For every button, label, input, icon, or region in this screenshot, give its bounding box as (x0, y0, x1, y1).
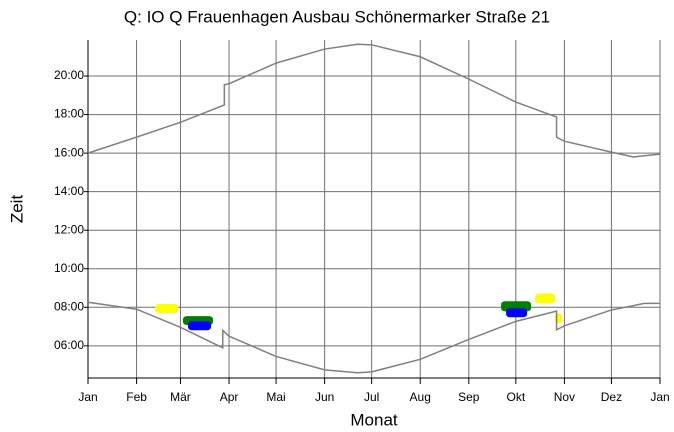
x-tick-label: Jan (650, 390, 669, 404)
y-tick-label: 16:00 (54, 145, 84, 159)
x-tick-label: Jul (364, 390, 379, 404)
x-tick-label: Mai (266, 390, 285, 404)
line (87, 301, 660, 374)
x-tick-label: Okt (506, 390, 525, 404)
x-axis-label: Monat (350, 410, 398, 429)
shadow-area (187, 321, 212, 331)
shadow-area (535, 293, 556, 304)
x-tick-label: Dez (601, 390, 622, 404)
x-tick-label: Jun (315, 390, 334, 404)
y-axis-label: Zeit (7, 195, 26, 224)
chart-title: Q: IO Q Frauenhagen Ausbau Schönermarker… (124, 7, 550, 26)
x-tick-label: Nov (554, 390, 575, 404)
x-tick-label: Apr (220, 390, 239, 404)
y-tick-label: 10:00 (54, 261, 84, 275)
y-tick-label: 20:00 (54, 68, 84, 82)
x-tick-label: Feb (126, 390, 147, 404)
y-tick-label: 08:00 (54, 299, 84, 313)
y-tick-label: 14:00 (54, 184, 84, 198)
shadow-area (155, 304, 178, 314)
x-tick-label: Sep (458, 390, 480, 404)
shadow-area (506, 308, 528, 318)
y-tick-label: 18:00 (54, 107, 84, 121)
x-tick-label: Jan (78, 390, 97, 404)
y-tick-label: 06:00 (54, 338, 84, 352)
line (87, 43, 661, 158)
x-tick-label: Mär (170, 390, 191, 404)
x-tick-label: Aug (410, 390, 431, 404)
y-tick-label: 12:00 (54, 222, 84, 236)
